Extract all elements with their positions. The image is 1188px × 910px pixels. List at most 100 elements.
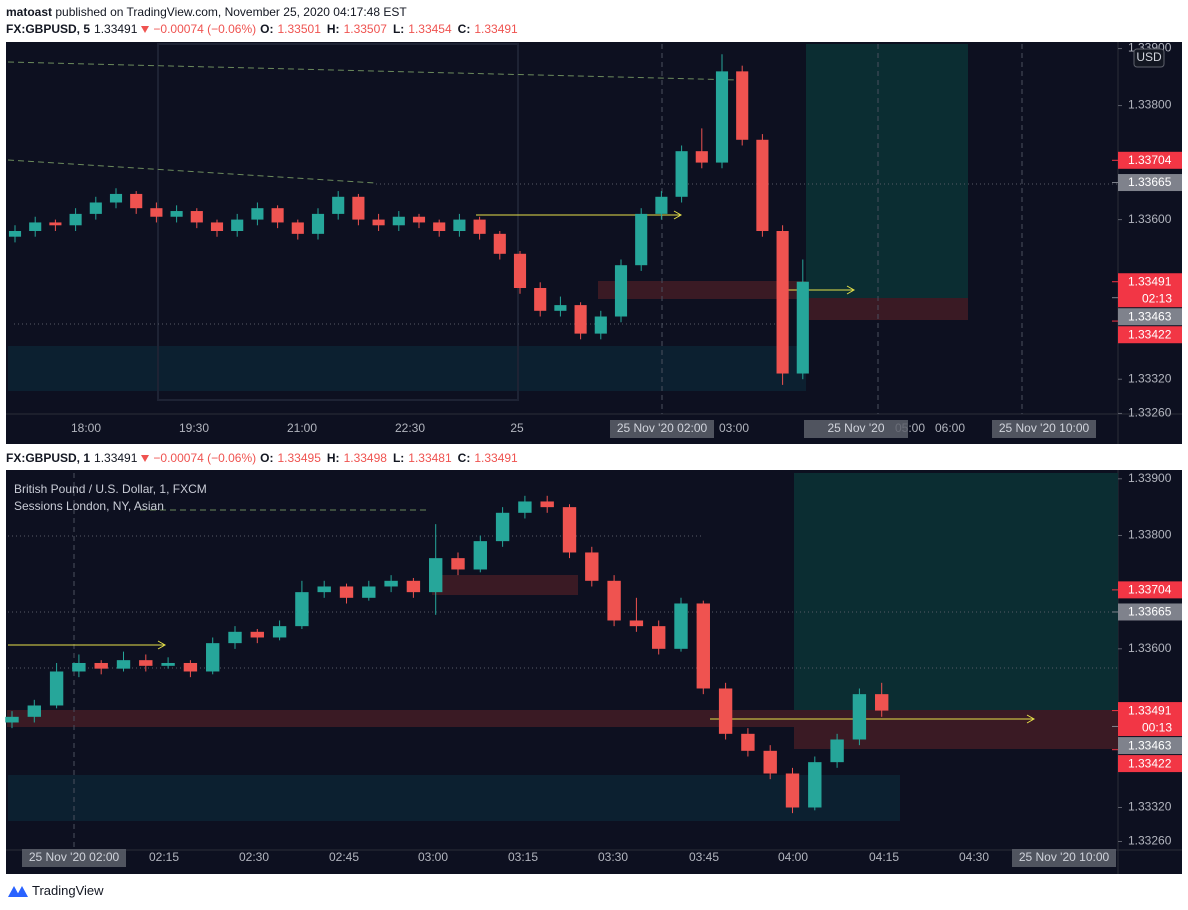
candle-body xyxy=(412,216,426,223)
candle-body xyxy=(652,626,666,649)
price-label-bg xyxy=(1118,737,1182,755)
x-tick-label: 21:00 xyxy=(287,421,317,435)
candle-body xyxy=(339,586,354,598)
ohlc-key: L: xyxy=(392,22,405,36)
candle-body xyxy=(49,222,62,226)
candle-body xyxy=(741,733,755,751)
candle-body xyxy=(518,501,532,513)
crosshair-label-bg xyxy=(22,849,126,867)
x-tick-label: 04:15 xyxy=(869,850,899,864)
arrow-head xyxy=(157,640,167,650)
y-tick-label: 1.33260 xyxy=(1128,406,1172,420)
candle-body xyxy=(94,662,108,669)
y-tick-label: 1.33600 xyxy=(1128,212,1172,226)
candle-body xyxy=(493,233,506,254)
candle-body xyxy=(250,631,264,638)
candle-body xyxy=(183,662,198,672)
price-label-bg xyxy=(1118,308,1182,326)
candle-body xyxy=(392,216,405,226)
candle-body xyxy=(433,222,446,231)
price-label: 1.33463 xyxy=(1128,309,1172,323)
candle-body xyxy=(272,626,287,638)
candle-body xyxy=(89,202,102,214)
symbol: FX:GBPUSD, 1 xyxy=(6,451,91,465)
candle-body xyxy=(251,208,264,220)
price-label: 1.33704 xyxy=(1128,583,1172,597)
candle-body xyxy=(150,208,163,217)
candle-body xyxy=(808,762,822,808)
candle-body xyxy=(352,196,365,220)
candle-body xyxy=(736,71,749,140)
candle-body xyxy=(8,230,22,237)
candle-body xyxy=(210,222,224,231)
candle-body xyxy=(311,213,325,234)
x-tick-label: 04:00 xyxy=(778,850,808,864)
ohlc-value: 1.33495 xyxy=(277,451,321,465)
y-tick-label: 1.33800 xyxy=(1128,98,1172,112)
candle-body xyxy=(72,662,86,672)
ohlc-value: 1.33454 xyxy=(408,22,452,36)
candle-body xyxy=(585,552,599,581)
candle-body xyxy=(473,219,486,234)
trend-line xyxy=(7,61,741,81)
candle-body xyxy=(27,705,41,717)
candle-body xyxy=(763,750,777,774)
countdown: 02:13 xyxy=(1142,291,1172,305)
x-tick-label: 19:30 xyxy=(179,421,209,435)
candle-body xyxy=(362,586,376,598)
ohlc-key: C: xyxy=(457,451,471,465)
candle-body xyxy=(715,71,729,163)
candle-body xyxy=(655,196,668,214)
y-tick-label: 1.33800 xyxy=(1128,528,1172,542)
ohlc-key: L: xyxy=(392,451,405,465)
candle-body xyxy=(875,694,889,711)
candle-body xyxy=(332,196,345,214)
price-label-bg xyxy=(1118,273,1182,308)
arrow-head xyxy=(673,210,683,220)
price-label-bg xyxy=(1118,702,1182,737)
candle-body xyxy=(170,211,183,217)
crosshair-label-bg xyxy=(1012,849,1116,867)
publish-text: published on TradingView.com, November 2… xyxy=(55,5,407,19)
last-price: 1.33491 xyxy=(94,22,138,36)
candle-body xyxy=(562,507,577,553)
candle-body xyxy=(534,288,547,311)
crosshair-label: 25 Nov '20 02:00 xyxy=(29,850,120,864)
y-tick-label: 1.33600 xyxy=(1128,641,1172,655)
crosshair-label: 25 Nov '20 02:00 xyxy=(617,421,708,435)
last-price: 1.33491 xyxy=(94,451,138,465)
x-tick-label: 02:45 xyxy=(329,850,359,864)
ohlc-value: 1.33507 xyxy=(343,22,387,36)
supply-zone xyxy=(598,281,806,299)
y-tick-label: 1.33320 xyxy=(1128,800,1172,814)
price-label: 1.33665 xyxy=(1128,605,1172,619)
trend-line xyxy=(7,159,377,184)
ohlc-value: 1.33481 xyxy=(408,451,452,465)
session-zone xyxy=(8,346,806,391)
x-tick-label: 18:00 xyxy=(71,421,101,435)
candle-body xyxy=(473,541,487,570)
candle-body xyxy=(295,592,309,627)
x-tick-label: 03:30 xyxy=(598,850,628,864)
candle-body xyxy=(429,558,443,593)
crosshair-label-bg xyxy=(992,420,1096,438)
down-arrow xyxy=(141,25,150,33)
crosshair-label-bg xyxy=(804,420,908,438)
down-arrow xyxy=(141,454,150,462)
candle-body xyxy=(852,694,867,740)
candle-body xyxy=(372,219,385,226)
currency-badge: USD xyxy=(1136,50,1162,64)
session-box xyxy=(157,43,519,401)
crosshair-label: 25 Nov '20 10:00 xyxy=(1019,850,1110,864)
price-label: 1.33463 xyxy=(1128,738,1172,752)
candle-body xyxy=(139,660,153,666)
y-tick-label: 1.33320 xyxy=(1128,371,1172,385)
brand: TradingView xyxy=(32,883,104,898)
candle-body xyxy=(291,222,304,234)
legend: FX:GBPUSD, 1 1.33491 −0.00074 (−0.06%) O: 1.… xyxy=(6,451,520,465)
session-zone xyxy=(8,775,900,821)
x-tick-label: 03:00 xyxy=(418,850,448,864)
ohlc-key: O: xyxy=(260,22,274,36)
candle-body xyxy=(228,631,242,644)
candle-body xyxy=(796,281,809,374)
